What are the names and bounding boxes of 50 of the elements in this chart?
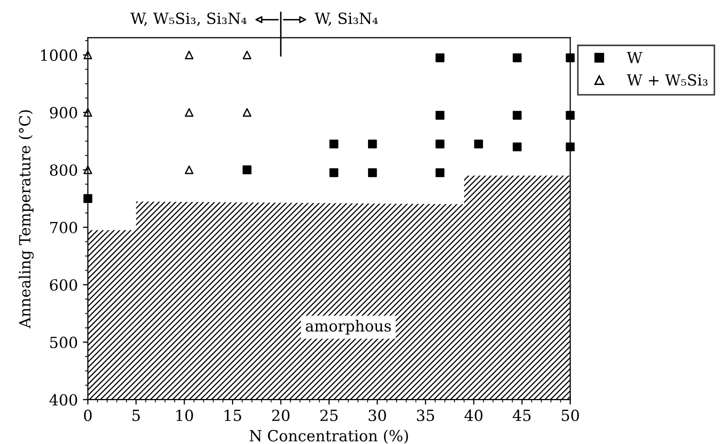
- x-tick-label: 5: [132, 410, 140, 422]
- point: [84, 50, 92, 60]
- y-tick-label: 600: [50, 279, 78, 291]
- y-tick-label: 500: [50, 336, 78, 348]
- point: [512, 110, 522, 120]
- x-tick-label: 40: [464, 410, 482, 422]
- x-tick-label: 15: [224, 410, 242, 422]
- point: [84, 166, 92, 174]
- point: [566, 142, 575, 152]
- point: [512, 53, 522, 62]
- point: [184, 166, 194, 174]
- x-tick-label: 50: [562, 410, 579, 422]
- y-tick-label: 900: [50, 106, 78, 118]
- point: [436, 53, 444, 62]
- point: [566, 53, 575, 62]
- y-tick-label: 1000: [41, 49, 78, 61]
- point: [184, 108, 194, 117]
- y-tick-label: 800: [50, 164, 78, 176]
- point: [436, 140, 444, 148]
- y-axis-title: Annealing Temperature (°C): [18, 110, 34, 328]
- point: [474, 140, 484, 148]
- text: W, W₅Si₃, Si₃N₄: [130, 12, 247, 26]
- x-tick-label: 10: [176, 410, 194, 422]
- text: W, Si₃N₄: [314, 12, 378, 26]
- point: [329, 140, 338, 148]
- point: [368, 168, 377, 178]
- x-tick-label: 35: [416, 410, 434, 422]
- point: [242, 50, 252, 60]
- x-axis-title: N Concentration (%): [250, 430, 408, 444]
- x-tick-label: 30: [368, 410, 386, 422]
- point: [329, 168, 338, 178]
- point: [83, 194, 92, 203]
- point: [242, 108, 252, 117]
- y-tick-label: 700: [50, 222, 78, 234]
- annotation: amorphous: [306, 320, 391, 335]
- y-tick-label: 400: [49, 394, 78, 406]
- point: [184, 50, 194, 60]
- legend-label: W + W₅Si₃: [626, 74, 708, 86]
- point: [84, 108, 92, 117]
- x-tick-label: 25: [320, 410, 338, 422]
- point: [566, 110, 575, 120]
- legend-label: W: [626, 52, 642, 64]
- point: [512, 142, 522, 152]
- point: [436, 168, 444, 178]
- point: [242, 165, 252, 174]
- x-tick-label: 0: [84, 410, 92, 422]
- x-tick-label: 45: [512, 410, 531, 422]
- point: [436, 110, 444, 120]
- point: [368, 140, 377, 148]
- x-tick-label: 20: [272, 410, 290, 422]
